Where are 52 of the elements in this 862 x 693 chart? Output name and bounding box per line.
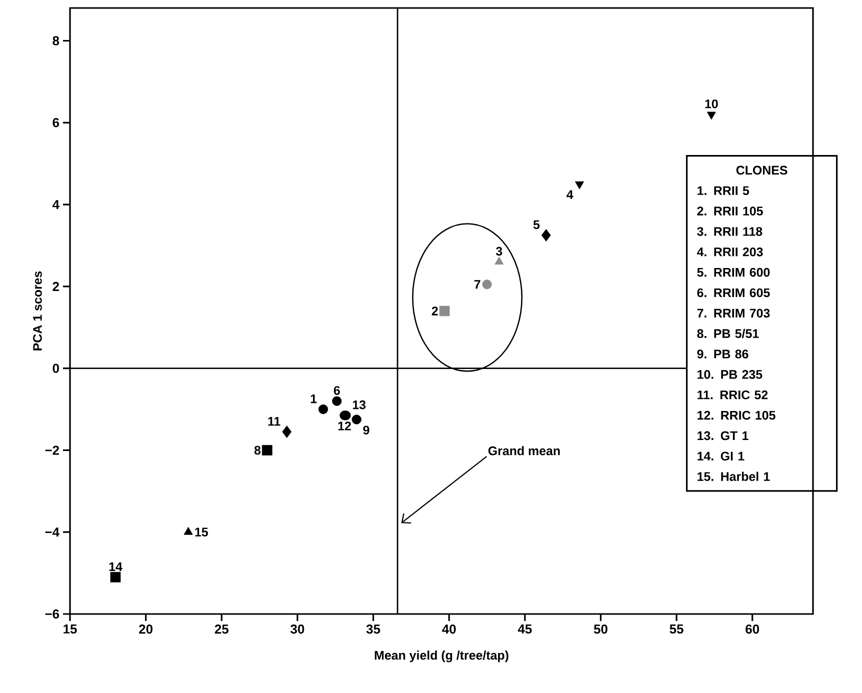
series-label: 8 [254,446,261,455]
x-tick-label: 55 [670,624,684,634]
series-label: 14 [109,562,122,571]
annotation: 3. RRII 118 [697,227,762,236]
series-label: 5 [533,220,540,230]
annotation: 11. RRIC 52 [698,390,768,400]
y-tick-label: 6 [52,118,60,128]
annotation: 5. RRIM 600 [697,268,770,277]
x-tick-label: 50 [594,624,608,634]
annotation: 2. RRII 105 [697,206,763,216]
annotation: 4. RRII 203 [696,247,763,256]
annotation: 13. GT 1 [698,431,748,440]
x-tick-label: 20 [139,624,152,634]
series-label: 7 [474,280,480,289]
annotation: 12. RRIC 105 [698,410,776,420]
y-tick-label: 2 [52,282,59,291]
annotation: 14. GI 1 [698,452,744,461]
y-tick-label: −4 [45,528,60,537]
x-tick-label: 35 [366,624,380,634]
annotation: 8. PB 5/51 [697,328,759,338]
annotation: 9. PB 86 [697,350,748,358]
series-label: 3 [496,246,502,256]
annotation: 15. Harbel 1 [698,472,770,481]
x-tick-label: 30 [290,624,304,634]
series-label: 12 [338,422,351,430]
series-label: 9 [363,426,370,435]
annotation: 10. PB 235 [698,370,762,379]
series-label: 13 [352,400,366,410]
x-axis-title: Mean yield (g /tree/tap) [374,650,508,662]
y-axis-title: PCA 1 scores [33,271,42,350]
series-label: 15 [195,528,208,536]
series-label: 10 [705,99,718,108]
x-tick-label: 25 [214,624,228,634]
y-tick-label: 8 [52,36,60,46]
series-label: 1 [310,394,317,404]
ref-line-label: Grand mean [488,446,560,456]
annotation: 6. RRIM 605 [697,288,770,298]
x-tick-label: 45 [518,624,532,634]
series-label: 4 [566,190,574,199]
x-tick-label: 60 [746,624,760,634]
y-tick-label: 4 [52,200,60,209]
series-label: 11 [268,417,280,426]
annotation: CLONES [736,166,788,175]
x-tick-label: 15 [64,624,77,634]
series-label: 6 [334,386,340,395]
y-tick-label: 0 [52,364,59,373]
y-tick-label: −2 [45,446,59,455]
annotation: 7. RRIM 703 [697,308,770,318]
y-tick-label: −6 [45,609,60,619]
annotation: 1. RRII 5 [698,186,750,196]
x-tick-label: 40 [442,624,456,634]
series-label: 2 [432,306,438,316]
